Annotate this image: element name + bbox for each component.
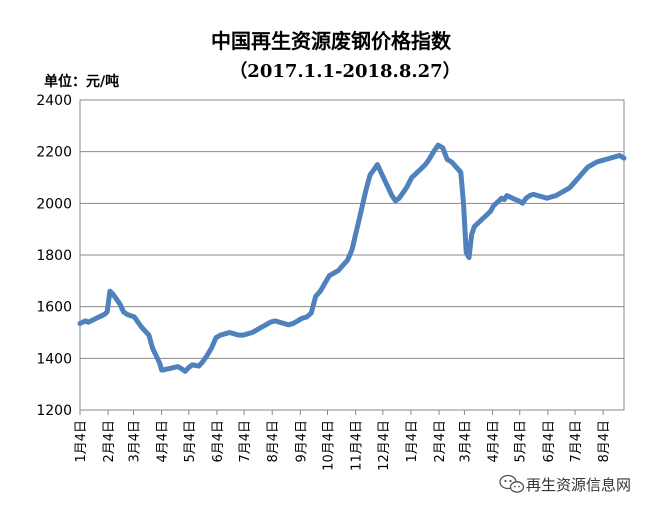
y-tick-label: 2400: [36, 93, 72, 109]
y-axis-ticks: 1200 1400 1600 1800 2000 2200 2400: [36, 93, 72, 419]
x-tick-label: 10月4日: [322, 420, 337, 471]
x-tick-label: 9月4日: [294, 420, 309, 463]
x-tick-label: 5月4日: [183, 420, 198, 463]
series-layer: [77, 142, 627, 374]
x-tick-label: 4月4日: [156, 420, 171, 463]
x-tick-label: 8月4日: [597, 420, 612, 463]
x-tick-label: 3月4日: [127, 420, 142, 463]
x-tick-label: 12月4日: [377, 420, 392, 471]
x-tick-label: 5月4日: [514, 420, 529, 463]
grid-lines: [79, 99, 625, 411]
x-tick-label: 6月4日: [211, 420, 226, 463]
x-tick-label: 2月4日: [433, 420, 448, 463]
x-tick-label: 7月4日: [569, 420, 584, 463]
x-tick-label: 7月4日: [238, 420, 253, 463]
y-tick-label: 2200: [36, 145, 72, 161]
y-tick-label: 1600: [36, 300, 72, 316]
x-tick-label: 4月4日: [487, 420, 502, 463]
y-tick-label: 1200: [36, 403, 72, 419]
x-axis-ticks: 1月4日 2月4日 3月4日 4月4日 5月4日 6月4日 7月4日 8月4日 9月4日 10月4…: [74, 410, 612, 471]
x-tick-label: 1月4日: [405, 420, 420, 463]
y-tick-label: 2000: [36, 196, 72, 212]
x-tick-label: 3月4日: [458, 420, 473, 463]
watermark: 再生资源信息网: [499, 474, 631, 494]
y-tick-label: 1400: [36, 351, 72, 367]
x-tick-label: 8月4日: [266, 420, 281, 463]
wechat-icon: [499, 474, 525, 493]
chart-subtitle: （2017.1.1-2018.8.27）: [229, 61, 460, 82]
x-tick-label: 6月4日: [542, 420, 557, 463]
x-tick-label: 1月4日: [74, 420, 89, 463]
series-line-0: [77, 142, 627, 374]
chart-title: 中国再生资源废钢价格指数: [211, 29, 452, 53]
unit-label: 单位：元/吨: [44, 73, 119, 90]
y-tick-label: 1800: [36, 248, 72, 264]
x-tick-label: 2月4日: [102, 420, 117, 463]
watermark-text: 再生资源信息网: [526, 476, 631, 494]
x-tick-label: 11月4日: [350, 420, 365, 471]
